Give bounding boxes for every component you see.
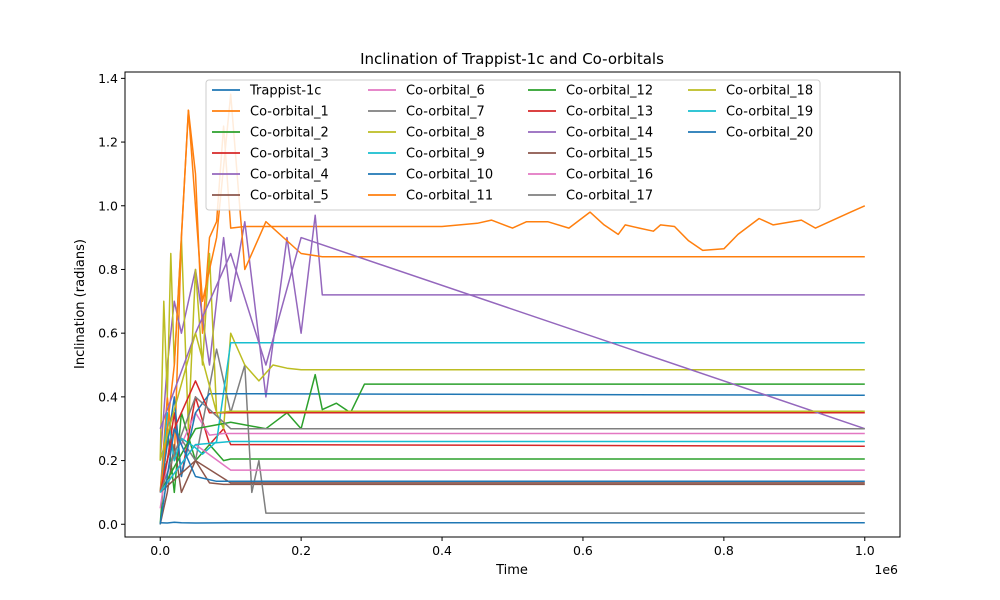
legend-label: Co-orbital_19 xyxy=(726,105,813,120)
x-tick-label: 0.6 xyxy=(573,543,593,558)
legend-label: Co-orbital_13 xyxy=(566,105,653,120)
y-tick-label: 0.4 xyxy=(98,389,118,404)
series-line-co-orbital_8 xyxy=(159,236,865,461)
y-tick-label: 1.2 xyxy=(98,135,118,150)
series-line-co-orbital_14 xyxy=(159,236,866,430)
y-tick-label: 1.0 xyxy=(98,198,118,213)
legend-label: Trappist-1c xyxy=(249,84,321,99)
legend-label: Co-orbital_3 xyxy=(250,147,329,162)
legend-label: Co-orbital_10 xyxy=(406,168,493,183)
legend-label: Co-orbital_2 xyxy=(250,126,329,141)
legend-label: Co-orbital_16 xyxy=(566,168,653,183)
legend-label: Co-orbital_11 xyxy=(406,189,493,204)
series-line-co-orbital_12 xyxy=(159,373,865,493)
series-line-co-orbital_17 xyxy=(159,396,865,493)
legend-label: Co-orbital_12 xyxy=(566,84,653,99)
y-axis: 0.0 0.2 0.4 0.6 0.8 1.0 1.2 1.4 xyxy=(98,71,125,532)
legend-label: Co-orbital_8 xyxy=(406,126,485,141)
series-line-co-orbital_15 xyxy=(159,459,865,493)
legend: Trappist-1c Co-orbital_1 Co-orbital_2 Co-or… xyxy=(205,79,821,211)
chart-title: Inclination of Trappist-1c and Co-orbita… xyxy=(360,50,664,68)
x-axis-offset-label: 1e6 xyxy=(874,562,898,577)
legend-label: Co-orbital_5 xyxy=(250,189,329,204)
series-line-co-orbital_18 xyxy=(159,332,865,461)
series-line-trappist-1c xyxy=(160,521,865,524)
x-tick-label: 0.8 xyxy=(714,543,734,558)
x-tick-label: 0.2 xyxy=(291,543,311,558)
x-axis-label: Time xyxy=(495,563,528,578)
legend-label: Co-orbital_15 xyxy=(566,147,653,162)
series-line-co-orbital_20 xyxy=(159,427,865,525)
legend-label: Co-orbital_17 xyxy=(566,189,653,204)
y-tick-label: 0.0 xyxy=(98,517,118,532)
series-line-co-orbital_10 xyxy=(159,392,865,493)
x-tick-label: 0.4 xyxy=(432,543,452,558)
x-axis: 0.0 0.2 0.4 0.6 0.8 1.0 xyxy=(150,537,875,558)
legend-label: Co-orbital_1 xyxy=(250,105,329,120)
legend-label: Co-orbital_4 xyxy=(250,168,329,183)
plot-lines xyxy=(159,93,866,525)
series-line-co-orbital_19 xyxy=(159,440,865,493)
y-tick-label: 0.6 xyxy=(98,326,118,341)
legend-box xyxy=(205,79,821,211)
series-line-co-orbital_4 xyxy=(159,214,865,461)
legend-label: Co-orbital_6 xyxy=(406,84,485,99)
legend-label: Co-orbital_18 xyxy=(726,84,813,99)
y-tick-label: 0.2 xyxy=(98,453,118,468)
x-tick-label: 0.0 xyxy=(150,543,170,558)
series-line-co-orbital_13 xyxy=(159,380,865,493)
y-tick-label: 1.4 xyxy=(98,71,118,86)
legend-label: Co-orbital_9 xyxy=(406,147,485,162)
x-tick-label: 1.0 xyxy=(855,543,875,558)
legend-label: Co-orbital_20 xyxy=(726,126,813,141)
plot-frame xyxy=(124,71,901,538)
legend-label: Co-orbital_7 xyxy=(406,105,485,120)
y-tick-label: 0.8 xyxy=(98,262,118,277)
y-axis-label: Inclination (radians) xyxy=(73,239,88,369)
legend-label: Co-orbital_14 xyxy=(566,126,653,141)
series-line-co-orbital_7 xyxy=(159,348,865,514)
